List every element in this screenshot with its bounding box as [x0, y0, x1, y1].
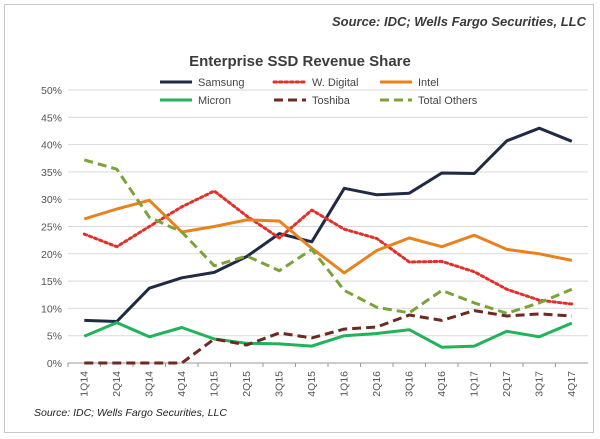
series-line-toshiba — [84, 309, 572, 365]
series-line-total-others — [83, 158, 573, 315]
series-line-samsung — [84, 126, 573, 323]
x-tick-label: 2Q15 — [241, 371, 253, 397]
series-line-intel — [83, 198, 573, 275]
y-tick-label: 30% — [41, 194, 62, 206]
y-tick-label: 20% — [41, 249, 62, 261]
source-note-bottom: Source: IDC; Wells Fargo Securities, LLC — [34, 407, 227, 419]
x-tick-label: 4Q15 — [306, 371, 318, 397]
y-tick-label: 40% — [41, 140, 62, 152]
legend-label: Toshiba — [312, 95, 351, 107]
y-tick-label: 45% — [41, 112, 62, 124]
legend-label: Intel — [418, 77, 439, 89]
y-tick-label: 15% — [41, 276, 62, 288]
x-tick-label: 3Q16 — [403, 371, 415, 397]
legend: Samsung W. Digital Intel Micron Toshiba Total… — [160, 77, 478, 107]
x-tick-label: 2Q14 — [111, 371, 123, 397]
y-tick-label: 50% — [41, 85, 62, 97]
x-tick-label: 1Q16 — [338, 371, 350, 397]
legend-label: Samsung — [198, 77, 244, 89]
series-lines — [82, 126, 574, 365]
x-tick-label: 1Q17 — [468, 371, 480, 397]
x-tick-label: 1Q15 — [208, 371, 220, 397]
y-tick-label: 5% — [47, 331, 62, 343]
series-line-micron — [83, 321, 573, 349]
x-tick-label: 1Q14 — [78, 371, 90, 397]
x-tick-label: 4Q17 — [566, 371, 578, 397]
source-note-top: Source: IDC; Wells Fargo Securities, LLC — [331, 14, 586, 29]
y-tick-label: 0% — [47, 358, 62, 370]
x-tick-label: 4Q14 — [176, 371, 188, 397]
legend-label: Total Others — [418, 95, 478, 107]
y-axis-ticks: 0% 5% 10% 15% 20% 25% 30% 35% 40% 45% 50% — [41, 85, 62, 370]
y-tick-label: 25% — [41, 222, 62, 234]
y-tick-label: 10% — [41, 303, 62, 315]
chart-title: Enterprise SSD Revenue Share — [189, 53, 411, 70]
legend-label: W. Digital — [312, 77, 358, 89]
x-tick-label: 2Q17 — [501, 371, 513, 397]
x-tick-label: 3Q15 — [273, 371, 285, 397]
x-tick-label: 3Q14 — [143, 371, 155, 397]
legend-label: Micron — [198, 95, 231, 107]
x-tick-label: 4Q16 — [436, 371, 448, 397]
grid-lines — [68, 89, 588, 364]
x-axis-ticks: 1Q14 2Q14 3Q14 4Q14 1Q15 2Q15 3Q15 4Q15 1Q16 2Q16… — [67, 363, 578, 397]
y-tick-label: 35% — [41, 167, 62, 179]
x-tick-label: 3Q17 — [533, 371, 545, 397]
x-tick-label: 2Q16 — [371, 371, 383, 397]
